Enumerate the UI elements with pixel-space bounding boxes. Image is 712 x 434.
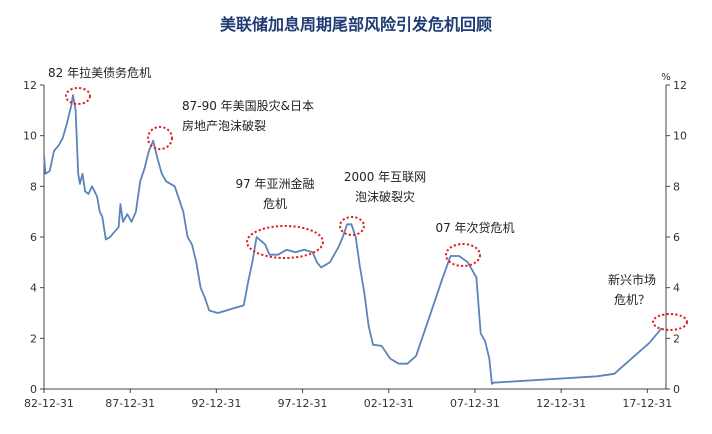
axes: 0 0 2 2 4 4 6 6 8 8 10 10 12 12 82-12-31 87-12-31 92-12-… [23, 79, 687, 410]
chart-title: 美联储加息周期尾部风险引发危机回顾 [220, 15, 492, 34]
annotation-highlight-circle [652, 313, 688, 331]
annotation-label: 97 年亚洲金融危机 [235, 176, 314, 211]
left-y-tick-label: 6 [30, 231, 37, 244]
annotation-highlight-circle [65, 87, 91, 105]
right-y-tick-label: 4 [673, 282, 680, 295]
annotation-highlight-circle [246, 225, 324, 259]
right-y-tick-label: 0 [673, 383, 680, 396]
annotation-label: 82 年拉美债务危机 [48, 65, 151, 80]
left-y-tick-label: 12 [23, 79, 37, 92]
left-y-tick-label: 10 [23, 130, 37, 143]
left-y-tick-label: 0 [30, 383, 37, 396]
x-tick-label: 97-12-31 [278, 397, 328, 410]
annotation-label: 2000 年互联网泡沫破裂灾 [344, 170, 426, 204]
x-tick-label: 12-12-31 [536, 397, 586, 410]
annotation-line: 房地产泡沫破裂 [182, 118, 266, 133]
annotation-label: 07 年次贷危机 [435, 221, 514, 235]
annotation-highlight-circle [339, 216, 365, 236]
annotation-line: 新兴市场 [608, 272, 656, 287]
annotation-highlight-circle [445, 243, 481, 267]
left-y-tick-label: 8 [30, 180, 37, 193]
x-tick-label: 92-12-31 [191, 397, 241, 410]
x-tick-label: 82-12-31 [24, 397, 74, 410]
annotation-label: 87-90 年美国股灾&日本房地产泡沫破裂 [182, 98, 314, 133]
x-tick-label: 87-12-31 [105, 397, 155, 410]
annotation-line: 泡沫破裂灾 [355, 189, 415, 204]
annotation-label: 新兴市场危机？ [608, 272, 656, 307]
left-y-tick-label: 4 [30, 282, 37, 295]
right-y-tick-label: 8 [673, 180, 680, 193]
right-y-tick-label: 12 [673, 79, 687, 92]
annotation-line: 82 年拉美债务危机 [48, 65, 151, 80]
plot-area [43, 94, 663, 385]
series-line [43, 94, 663, 385]
annotation-line: 97 年亚洲金融 [235, 176, 314, 191]
x-tick-label: 17-12-31 [622, 397, 672, 410]
x-tick-label: 02-12-31 [364, 397, 414, 410]
right-axis-unit: % [661, 72, 671, 83]
left-y-tick-label: 2 [30, 332, 37, 345]
annotation-highlight-circle [147, 126, 173, 150]
annotation-line: 07 年次贷危机 [435, 221, 514, 235]
right-y-tick-label: 2 [673, 332, 680, 345]
annotation-line: 危机？ [614, 293, 650, 307]
annotation-line: 2000 年互联网 [344, 170, 426, 184]
annotation-line: 危机 [263, 197, 287, 211]
right-y-tick-label: 6 [673, 231, 680, 244]
x-tick-label: 07-12-31 [450, 397, 500, 410]
right-y-tick-label: 10 [673, 130, 687, 143]
annotation-line: 87-90 年美国股灾&日本 [182, 98, 314, 113]
